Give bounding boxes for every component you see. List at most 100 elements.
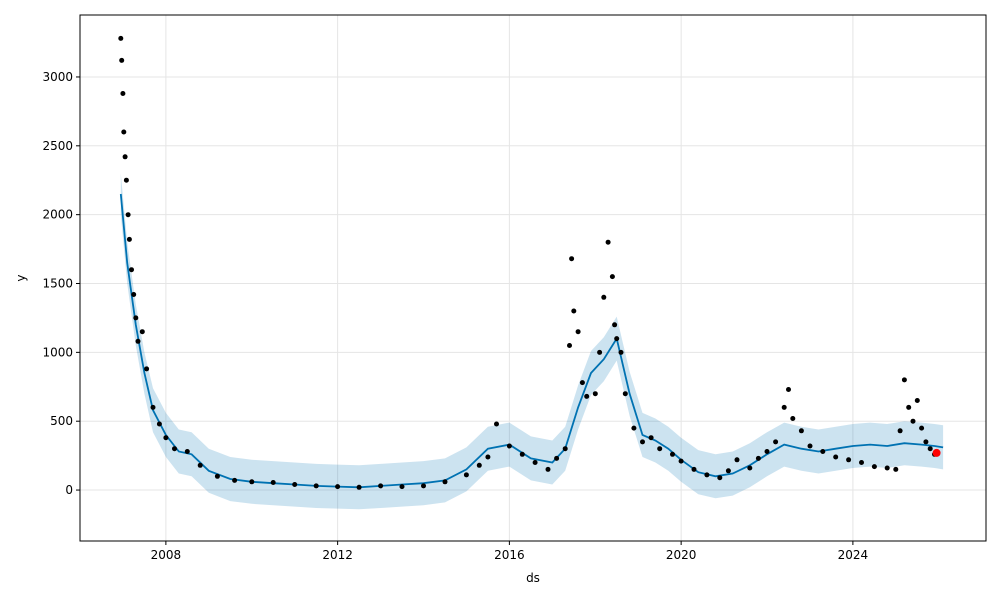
observed-point xyxy=(126,236,132,242)
observed-point xyxy=(118,35,124,41)
x-axis-ticks: 2008 2012 2016 2020 2024 xyxy=(151,541,869,562)
observed-point xyxy=(584,393,590,399)
observed-point xyxy=(335,484,341,490)
highlight-point xyxy=(932,448,941,457)
observed-point xyxy=(442,479,448,485)
observed-point xyxy=(678,458,684,464)
observed-point xyxy=(270,480,276,485)
observed-points xyxy=(118,35,937,490)
observed-point xyxy=(734,457,740,463)
observed-point xyxy=(163,435,169,441)
observed-point xyxy=(893,466,899,472)
observed-point xyxy=(897,428,903,434)
observed-point xyxy=(120,91,126,96)
observed-point xyxy=(798,428,804,434)
observed-point xyxy=(790,416,796,421)
observed-point xyxy=(609,274,615,280)
y-axis-ticks: 0 500 1000 1500 2000 2500 3000 xyxy=(42,70,80,497)
observed-point xyxy=(232,477,238,483)
observed-point xyxy=(914,398,920,403)
observed-point xyxy=(506,443,512,449)
observed-point xyxy=(601,294,607,300)
observed-point xyxy=(463,472,469,478)
observed-point xyxy=(910,418,916,424)
observed-point xyxy=(156,421,162,427)
observed-point xyxy=(150,404,156,410)
observed-point xyxy=(579,380,585,386)
observed-point xyxy=(614,336,620,342)
observed-point xyxy=(313,483,319,489)
x-tick-label: 2012 xyxy=(322,548,353,562)
observed-point xyxy=(781,404,787,410)
observed-point xyxy=(172,446,177,452)
uncertainty-band-area xyxy=(120,173,944,510)
observed-point xyxy=(476,462,482,468)
observed-point xyxy=(846,457,852,463)
observed-point xyxy=(123,177,129,183)
observed-point xyxy=(131,292,137,297)
observed-point xyxy=(133,315,139,321)
observed-point xyxy=(571,308,577,314)
observed-point xyxy=(605,239,611,245)
observed-point xyxy=(919,425,925,431)
observed-point xyxy=(494,421,499,427)
observed-point xyxy=(747,465,753,471)
observed-point xyxy=(923,439,929,445)
observed-point xyxy=(640,439,645,445)
observed-point xyxy=(648,435,654,441)
y-tick-label: 500 xyxy=(50,414,73,428)
observed-point xyxy=(139,329,145,335)
x-axis-label: ds xyxy=(526,571,540,585)
observed-point xyxy=(421,483,426,489)
observed-point xyxy=(786,387,791,392)
observed-point xyxy=(833,454,839,460)
observed-point xyxy=(657,446,663,452)
observed-point xyxy=(592,391,598,397)
observed-point xyxy=(119,57,125,63)
observed-point xyxy=(121,129,127,135)
x-tick-label: 2008 xyxy=(151,548,182,562)
observed-point xyxy=(597,349,603,355)
observed-point xyxy=(485,454,491,460)
grid xyxy=(80,15,986,541)
y-tick-label: 1000 xyxy=(42,345,73,359)
observed-point xyxy=(562,446,568,452)
observed-point xyxy=(292,482,298,487)
y-tick-label: 0 xyxy=(65,483,73,497)
y-tick-label: 3000 xyxy=(42,70,73,84)
observed-point xyxy=(184,449,190,454)
plot-frame xyxy=(79,14,987,542)
y-tick-label: 1500 xyxy=(42,277,73,291)
x-tick-label: 2024 xyxy=(838,548,869,562)
observed-point xyxy=(519,451,525,457)
x-tick-label: 2016 xyxy=(494,548,525,562)
observed-point xyxy=(764,449,770,454)
observed-point xyxy=(820,449,826,454)
observed-point xyxy=(378,483,384,489)
observed-point xyxy=(670,451,675,457)
uncertainty-band xyxy=(120,173,944,510)
observed-point xyxy=(755,455,761,461)
observed-point xyxy=(773,439,779,445)
observed-point xyxy=(125,212,131,218)
observed-point xyxy=(717,475,723,481)
x-tick-label: 2020 xyxy=(666,548,697,562)
observed-point xyxy=(569,256,575,262)
observed-point xyxy=(906,404,912,410)
observed-point xyxy=(532,460,538,465)
observed-point xyxy=(214,473,220,479)
observed-point xyxy=(249,479,255,485)
observed-point xyxy=(545,466,551,472)
observed-point xyxy=(884,465,890,471)
observed-point xyxy=(356,484,362,490)
observed-point xyxy=(399,484,405,490)
observed-point xyxy=(901,377,907,383)
observed-point xyxy=(927,446,933,452)
observed-point xyxy=(144,366,150,372)
observed-point xyxy=(622,391,628,397)
observed-point xyxy=(725,468,731,474)
observed-point xyxy=(691,466,697,472)
y-tick-label: 2500 xyxy=(42,139,73,153)
observed-point xyxy=(575,329,581,335)
